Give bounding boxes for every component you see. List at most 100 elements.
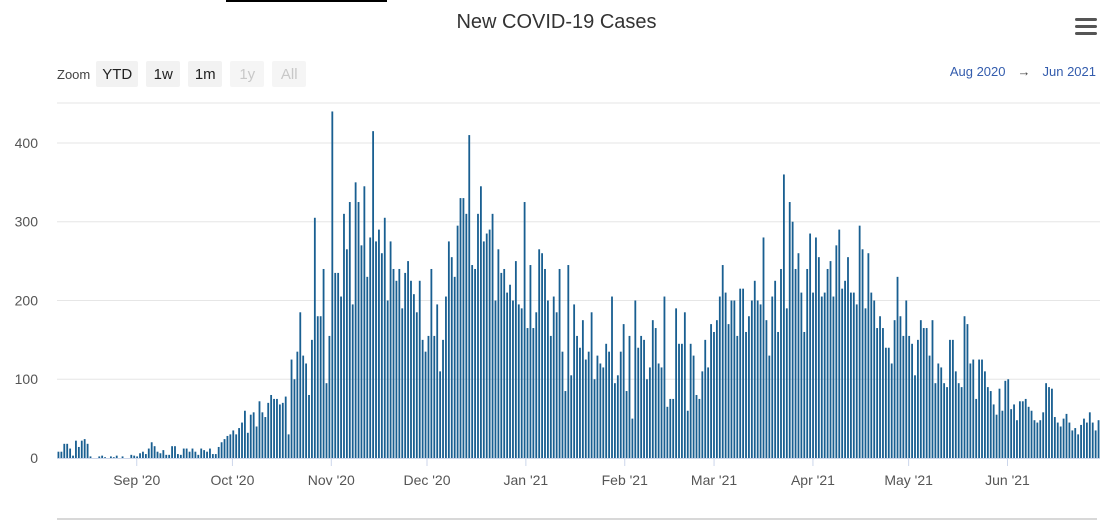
- bar: [512, 300, 514, 458]
- bar: [232, 430, 235, 458]
- bar: [363, 186, 366, 458]
- bar: [509, 284, 511, 458]
- bar: [372, 131, 375, 458]
- bar: [683, 312, 686, 458]
- bar: [820, 296, 823, 458]
- range-arrow-icon: →: [1017, 64, 1031, 79]
- bar: [972, 359, 975, 458]
- bar: [305, 363, 307, 458]
- bar: [710, 324, 712, 458]
- x-tick-label: Mar '21: [691, 472, 737, 488]
- bar: [477, 213, 479, 458]
- bar: [139, 453, 141, 458]
- range-from[interactable]: Aug 2020: [949, 64, 1006, 79]
- bar: [442, 339, 444, 458]
- bar: [410, 280, 412, 458]
- bar: [383, 217, 386, 458]
- bar: [934, 383, 937, 458]
- bar: [931, 320, 934, 458]
- bar: [969, 363, 972, 458]
- bar: [812, 292, 814, 458]
- bar: [882, 328, 884, 458]
- x-tick-label: Oct '20: [210, 472, 254, 488]
- bar: [223, 439, 226, 458]
- bar: [1074, 428, 1077, 458]
- bar: [581, 320, 584, 458]
- bar: [640, 335, 643, 458]
- bar: [995, 414, 998, 458]
- bar: [672, 398, 675, 458]
- bar: [1094, 430, 1097, 458]
- bar: [345, 249, 348, 458]
- bar: [622, 324, 625, 458]
- bar: [191, 448, 194, 458]
- bar: [284, 396, 287, 458]
- bar: [663, 296, 666, 458]
- bar: [66, 443, 69, 458]
- bar: [520, 308, 523, 458]
- bar: [447, 241, 450, 458]
- bar: [375, 241, 377, 458]
- bar: [861, 249, 864, 458]
- bar: [914, 375, 916, 458]
- bar: [587, 351, 590, 458]
- bar: [1053, 417, 1056, 458]
- zoom-controls: Zoom YTD 1w 1m 1y All: [57, 60, 314, 88]
- zoom-1w-button[interactable]: 1w: [146, 61, 181, 87]
- bar: [75, 440, 77, 458]
- navigator-bar: [57, 518, 1097, 520]
- x-tick-label: Nov '20: [308, 472, 355, 488]
- bar: [343, 213, 345, 458]
- bar: [433, 335, 436, 458]
- bar: [1013, 404, 1015, 458]
- bar: [698, 398, 701, 458]
- zoom-1m-button[interactable]: 1m: [188, 61, 223, 87]
- bar: [844, 280, 846, 458]
- bar: [791, 221, 794, 458]
- bar: [986, 387, 989, 458]
- bar: [879, 316, 881, 458]
- bar: [133, 455, 136, 458]
- bar: [214, 454, 217, 458]
- bar: [485, 233, 488, 458]
- bar: [1033, 420, 1036, 458]
- bar: [701, 371, 704, 458]
- bar: [1004, 380, 1007, 458]
- bar: [570, 375, 573, 458]
- bar: [360, 245, 363, 458]
- bar: [1077, 434, 1080, 458]
- bar: [689, 343, 692, 458]
- bar: [1039, 420, 1042, 458]
- x-tick-label: Apr '21: [791, 472, 835, 488]
- zoom-ytd-button[interactable]: YTD: [96, 61, 139, 87]
- bar: [724, 292, 727, 458]
- bar: [949, 339, 951, 458]
- bar: [599, 363, 602, 458]
- bar: [415, 312, 418, 458]
- bar: [334, 272, 337, 458]
- bar: [188, 451, 191, 458]
- y-tick-label: 200: [15, 292, 39, 308]
- bar: [249, 414, 252, 458]
- bar: [1062, 418, 1065, 458]
- bar: [765, 320, 768, 458]
- bar: [730, 300, 733, 458]
- bar: [436, 304, 439, 458]
- bar: [1024, 398, 1027, 458]
- bar: [876, 328, 879, 458]
- range-to[interactable]: Jun 2021: [1042, 64, 1097, 79]
- bar: [246, 432, 249, 458]
- bar: [625, 391, 628, 458]
- hamburger-menu-icon[interactable]: [1075, 18, 1097, 36]
- bar: [77, 446, 80, 458]
- bar: [864, 308, 867, 458]
- bar: [745, 331, 747, 458]
- bar: [459, 198, 462, 458]
- x-tick-label: Jun '21: [985, 472, 1030, 488]
- bar: [357, 202, 360, 458]
- bar: [648, 367, 651, 458]
- bar: [815, 237, 817, 458]
- bar: [412, 294, 415, 458]
- bar: [654, 328, 657, 458]
- bar: [1030, 410, 1033, 458]
